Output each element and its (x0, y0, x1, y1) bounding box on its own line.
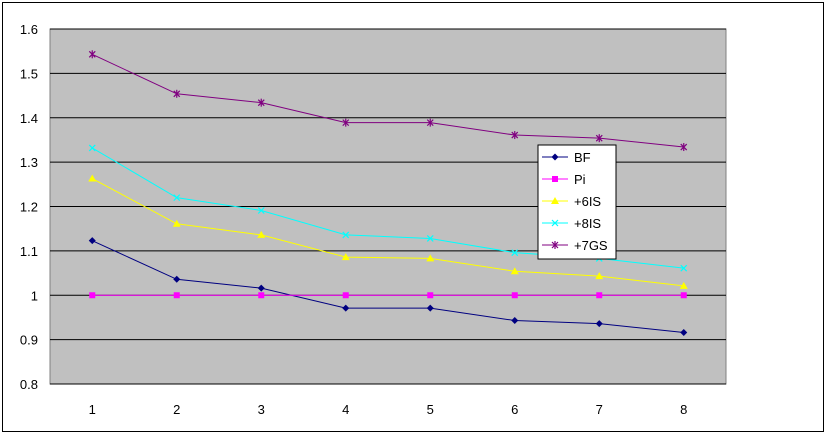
data-point (88, 174, 97, 182)
series-6is (88, 174, 688, 289)
data-point (88, 50, 96, 59)
data-point (173, 89, 181, 98)
data-point (680, 143, 688, 152)
legend-item: +7GS (542, 238, 608, 253)
data-point (426, 254, 435, 262)
legend-label: +8IS (574, 216, 601, 231)
x-tick-label: 3 (258, 402, 265, 417)
data-point (510, 267, 519, 275)
x-tick-label: 4 (342, 402, 349, 417)
legend-label: BF (574, 150, 591, 165)
x-tick-label: 8 (680, 402, 687, 417)
axis-layer: 0.8 0.9 1 1.1 1.2 1.3 1.4 1.5 1.6 1 2 3 4 5 6 7 8 (20, 22, 687, 417)
y-tick-label: 0.9 (20, 333, 38, 348)
data-point (595, 134, 603, 143)
legend-item: +8IS (542, 216, 601, 231)
series-7gs (88, 50, 688, 152)
legend-box (537, 144, 617, 260)
data-point (257, 284, 265, 292)
series-pi (89, 292, 687, 299)
data-point (426, 235, 434, 242)
data-point (341, 253, 350, 261)
series-line (92, 178, 684, 287)
data-point (88, 237, 96, 245)
legend-marker (551, 241, 559, 249)
data-point (680, 329, 688, 337)
legend: BF Pi +6IS +8IS +7GS (537, 144, 617, 260)
x-tick-label: 7 (596, 402, 603, 417)
legend-item: +6IS (542, 194, 601, 209)
data-point (342, 231, 350, 239)
data-point (680, 292, 687, 299)
y-tick-label: 1.5 (20, 66, 38, 81)
series-line (92, 53, 684, 148)
data-point (596, 292, 603, 299)
data-point (679, 281, 688, 289)
series-line (92, 240, 684, 334)
legend-item: Pi (542, 172, 586, 187)
y-tick-label: 1.3 (20, 155, 38, 170)
y-tick-label: 1.1 (20, 244, 38, 259)
data-point (511, 317, 519, 325)
legend-label: Pi (574, 172, 586, 187)
legend-marker (551, 219, 559, 227)
data-point (511, 249, 519, 257)
data-point (342, 292, 349, 299)
data-point (257, 207, 265, 214)
data-point (426, 118, 434, 127)
legend-label: +6IS (574, 194, 601, 209)
data-point (511, 131, 519, 140)
data-point (257, 98, 265, 107)
data-point (342, 118, 350, 127)
data-point (173, 275, 181, 283)
data-point (173, 292, 180, 299)
y-tick-label: 1.4 (20, 111, 38, 126)
x-tick-label: 2 (173, 402, 180, 417)
x-tick-label: 6 (511, 402, 518, 417)
legend-marker (551, 153, 559, 161)
legend-label: +7GS (574, 238, 608, 253)
data-point (595, 272, 604, 280)
data-point (427, 292, 434, 299)
data-point (426, 304, 434, 312)
data-point (89, 292, 96, 299)
x-tick-label: 1 (89, 402, 96, 417)
data-point (680, 264, 688, 272)
y-tick-label: 1 (31, 288, 38, 303)
data-point (342, 304, 350, 312)
y-tick-label: 0.8 (20, 377, 38, 392)
data-point (511, 292, 518, 299)
legend-marker (552, 176, 558, 182)
y-tick-label: 1.2 (20, 200, 38, 215)
data-point (258, 292, 265, 299)
data-point (172, 219, 181, 227)
legend-marker (551, 197, 559, 204)
y-tick-label: 1.6 (20, 22, 38, 37)
x-tick-label: 5 (427, 402, 434, 417)
legend-item: BF (542, 150, 591, 165)
data-point (88, 144, 96, 152)
data-point (257, 230, 266, 238)
data-point (173, 194, 181, 202)
data-point (595, 320, 603, 328)
series-bf (88, 237, 688, 337)
